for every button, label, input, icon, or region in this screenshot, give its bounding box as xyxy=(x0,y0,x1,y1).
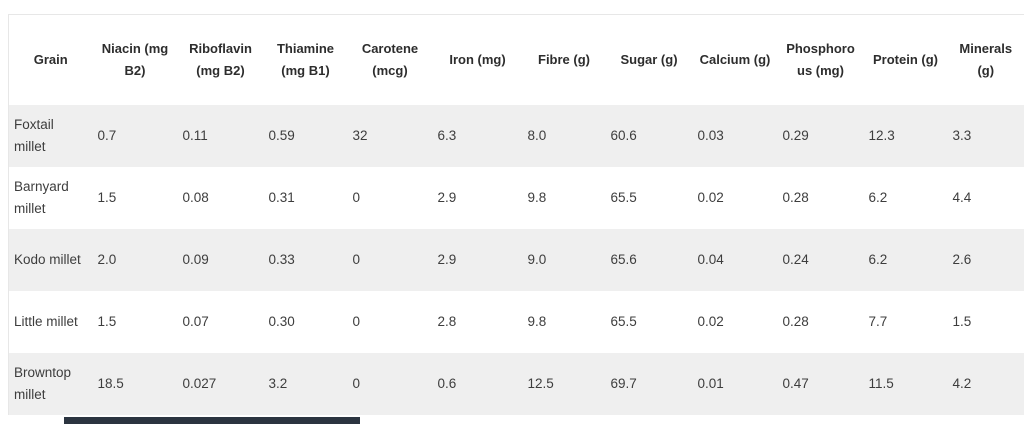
value-cell: 1.5 xyxy=(952,314,972,329)
value-cell: 9.8 xyxy=(527,314,547,329)
value-cell: 18.5 xyxy=(97,376,124,391)
value-cell: 9.0 xyxy=(527,252,547,267)
value-cell: 6.2 xyxy=(868,190,888,205)
table-row-browntop-millet: Browntop millet 18.5 0.027 3.2 0 0.6 12.… xyxy=(8,353,1024,415)
value-cell: 0.11 xyxy=(182,128,208,143)
col-header-phosphorous: Phosphorous (mg) xyxy=(777,14,864,105)
value-cell: 2.0 xyxy=(97,252,117,267)
value-cell: 9.8 xyxy=(527,190,547,205)
cropped-dark-element xyxy=(64,417,360,424)
value-cell: 4.2 xyxy=(952,376,972,391)
value-cell: 6.2 xyxy=(868,252,888,267)
value-cell: 0.47 xyxy=(782,376,809,391)
col-header-iron: Iron (mg) xyxy=(432,14,523,105)
col-header-fibre: Fibre (g) xyxy=(522,14,606,105)
value-cell: 0.28 xyxy=(782,314,809,329)
value-cell: 4.4 xyxy=(952,190,972,205)
value-cell: 7.7 xyxy=(868,314,888,329)
grain-cell: Little millet xyxy=(14,314,78,329)
value-cell: 0.29 xyxy=(782,128,809,143)
value-cell: 0.02 xyxy=(697,190,724,205)
value-cell: 0.03 xyxy=(697,128,724,143)
value-cell: 0.24 xyxy=(782,252,809,267)
grain-cell: Foxtail millet xyxy=(14,117,54,154)
value-cell: 12.5 xyxy=(527,376,554,391)
millet-nutrition-table: Grain Niacin (mg B2) Riboflavin (mg B2) … xyxy=(8,14,1024,415)
value-cell: 11.5 xyxy=(868,376,894,391)
value-cell: 0.04 xyxy=(697,252,724,267)
header-row: Grain Niacin (mg B2) Riboflavin (mg B2) … xyxy=(8,14,1024,105)
value-cell: 0.027 xyxy=(182,376,217,391)
col-header-thiamine: Thiamine (mg B1) xyxy=(263,14,348,105)
value-cell: 0.59 xyxy=(268,128,295,143)
value-cell: 65.5 xyxy=(610,314,637,329)
value-cell: 0.01 xyxy=(697,376,724,391)
value-cell: 65.5 xyxy=(610,190,637,205)
value-cell: 0 xyxy=(352,314,361,329)
col-header-sugar: Sugar (g) xyxy=(605,14,693,105)
value-cell: 0 xyxy=(352,190,361,205)
value-cell: 2.8 xyxy=(437,314,457,329)
value-cell: 0.09 xyxy=(182,252,209,267)
table-row-foxtail-millet: Foxtail millet 0.7 0.11 0.59 32 6.3 8.0 … xyxy=(8,105,1024,167)
value-cell: 0.33 xyxy=(268,252,295,267)
grain-cell: Barnyard millet xyxy=(14,179,69,216)
value-cell: 2.9 xyxy=(437,252,457,267)
value-cell: 65.6 xyxy=(610,252,637,267)
col-header-grain: Grain xyxy=(8,14,93,105)
value-cell: 8.0 xyxy=(527,128,547,143)
value-cell: 0.07 xyxy=(182,314,209,329)
value-cell: 3.3 xyxy=(952,128,972,143)
value-cell: 3.2 xyxy=(268,376,288,391)
value-cell: 2.9 xyxy=(437,190,457,205)
value-cell: 0 xyxy=(352,376,361,391)
value-cell: 69.7 xyxy=(610,376,637,391)
value-cell: 0.28 xyxy=(782,190,809,205)
value-cell: 60.6 xyxy=(610,128,637,143)
grain-cell: Kodo millet xyxy=(14,252,81,267)
table-row-little-millet: Little millet 1.5 0.07 0.30 0 2.8 9.8 65… xyxy=(8,291,1024,353)
col-header-niacin: Niacin (mg B2) xyxy=(92,14,178,105)
value-cell: 1.5 xyxy=(97,314,117,329)
table-row-kodo-millet: Kodo millet 2.0 0.09 0.33 0 2.9 9.0 65.6… xyxy=(8,229,1024,291)
value-cell: 0.08 xyxy=(182,190,209,205)
value-cell: 0.02 xyxy=(697,314,724,329)
col-header-riboflavin: Riboflavin (mg B2) xyxy=(177,14,264,105)
col-header-protein: Protein (g) xyxy=(863,14,948,105)
value-cell: 0.30 xyxy=(268,314,295,329)
value-cell: 1.5 xyxy=(97,190,117,205)
value-cell: 0.7 xyxy=(97,128,117,143)
value-cell: 0.31 xyxy=(268,190,295,205)
value-cell: 0.6 xyxy=(437,376,457,391)
col-header-calcium: Calcium (g) xyxy=(692,14,778,105)
value-cell: 2.6 xyxy=(952,252,972,267)
value-cell: 0 xyxy=(352,252,361,267)
col-header-carotene: Carotene (mcg) xyxy=(347,14,433,105)
value-cell: 32 xyxy=(352,128,368,143)
table-row-barnyard-millet: Barnyard millet 1.5 0.08 0.31 0 2.9 9.8 … xyxy=(8,167,1024,229)
col-header-minerals: Minerals (g) xyxy=(947,14,1024,105)
value-cell: 12.3 xyxy=(868,128,895,143)
value-cell: 6.3 xyxy=(437,128,457,143)
grain-cell: Browntop millet xyxy=(14,365,72,402)
